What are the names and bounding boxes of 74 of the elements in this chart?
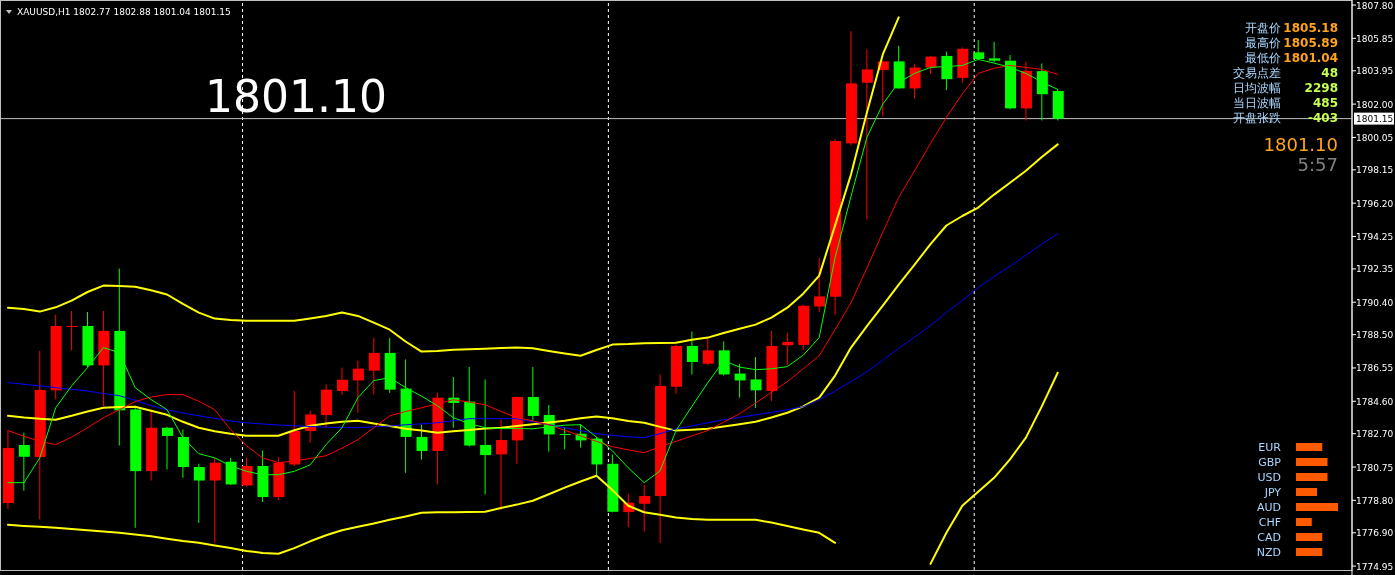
y-tick-label: 1782.70 <box>1356 429 1394 440</box>
y-tick-label: 1794.25 <box>1356 231 1394 242</box>
candlestick <box>686 331 698 375</box>
candlestick <box>336 367 348 396</box>
line-series <box>7 16 900 357</box>
y-tick-label: 1778.80 <box>1356 495 1394 506</box>
bar <box>1296 488 1317 496</box>
candlestick <box>925 55 937 75</box>
bar <box>1296 458 1328 466</box>
y-tick-label: 1805.85 <box>1356 33 1394 44</box>
y-tick-label: CHF <box>1258 516 1281 529</box>
bar <box>1296 443 1323 451</box>
candlestick <box>527 366 539 422</box>
annotation: 485 <box>1312 96 1338 110</box>
y-tick-label: 1774.95 <box>1356 561 1394 572</box>
y-tick-label: JPY <box>1263 486 1282 499</box>
y-tick-label: 1788.50 <box>1356 330 1394 341</box>
y-tick-label: 1807.80 <box>1356 0 1394 11</box>
candlestick <box>162 426 174 470</box>
bar <box>1296 548 1323 556</box>
candlestick <box>814 257 826 313</box>
candlestick <box>66 310 78 351</box>
y-tick-label: CAD <box>1257 531 1281 544</box>
y-tick-label: NZD <box>1256 546 1281 559</box>
annotation: 1801.10 <box>205 71 387 122</box>
y-tick-label: 1802.00 <box>1356 99 1394 110</box>
candlestick <box>368 337 380 395</box>
line-series <box>7 143 1059 437</box>
y-tick-label: EUR <box>1258 441 1282 454</box>
y-tick-label: 1800.05 <box>1356 132 1394 143</box>
candlestick <box>559 427 571 450</box>
line-series <box>7 233 1059 439</box>
annotation: 1805.89 <box>1283 36 1338 50</box>
annotation: 最低价 <box>1245 51 1281 65</box>
y-tick-label: GBP <box>1258 456 1282 469</box>
bar <box>1296 518 1312 526</box>
candlestick <box>639 484 651 533</box>
candlestick <box>241 457 253 488</box>
candlestick <box>861 48 873 221</box>
candlestick <box>193 463 205 524</box>
candlestick <box>702 337 714 366</box>
candlestick <box>416 423 428 460</box>
y-tick-label: 1786.55 <box>1356 363 1394 374</box>
chart-title: XAUUSD,H1 1802.77 1802.88 1801.04 1801.15 <box>17 7 231 17</box>
y-tick-label: 1796.20 <box>1356 198 1394 209</box>
annotation: 1801.04 <box>1283 51 1338 65</box>
ref-line-label: 1801.15 <box>1356 114 1394 125</box>
y-tick-label: 1776.90 <box>1356 528 1394 539</box>
bar <box>1296 533 1323 541</box>
y-tick-label: USD <box>1257 471 1281 484</box>
y-tick-label: 1803.95 <box>1356 66 1394 77</box>
annotation: 当日波幅 <box>1233 96 1281 110</box>
annotation: 1801.10 <box>1263 134 1338 155</box>
candlestick <box>1036 62 1048 121</box>
annotation: 日均波幅 <box>1233 81 1281 95</box>
y-tick-label: 1792.35 <box>1356 264 1394 275</box>
annotation: 48 <box>1321 66 1338 80</box>
candlestick <box>209 457 221 544</box>
candlestick <box>352 360 364 414</box>
candlestick <box>750 356 762 409</box>
candlestick <box>496 418 508 511</box>
bar <box>1296 473 1328 481</box>
y-tick-label: AUD <box>1256 501 1281 514</box>
annotation: 交易点差 <box>1233 66 1281 80</box>
y-tick-label: 1784.60 <box>1356 396 1394 407</box>
annotation: 1805.18 <box>1283 21 1338 35</box>
annotation: 最高价 <box>1245 36 1281 50</box>
y-tick-label: 1790.40 <box>1356 297 1394 308</box>
y-tick-label: 1798.15 <box>1356 165 1394 176</box>
bar <box>1296 503 1338 511</box>
y-tick-label: 1780.75 <box>1356 462 1394 473</box>
annotation: 开盘价 <box>1245 21 1281 35</box>
annotation: 5:57 <box>1297 154 1338 175</box>
annotation: 2298 <box>1304 81 1338 95</box>
